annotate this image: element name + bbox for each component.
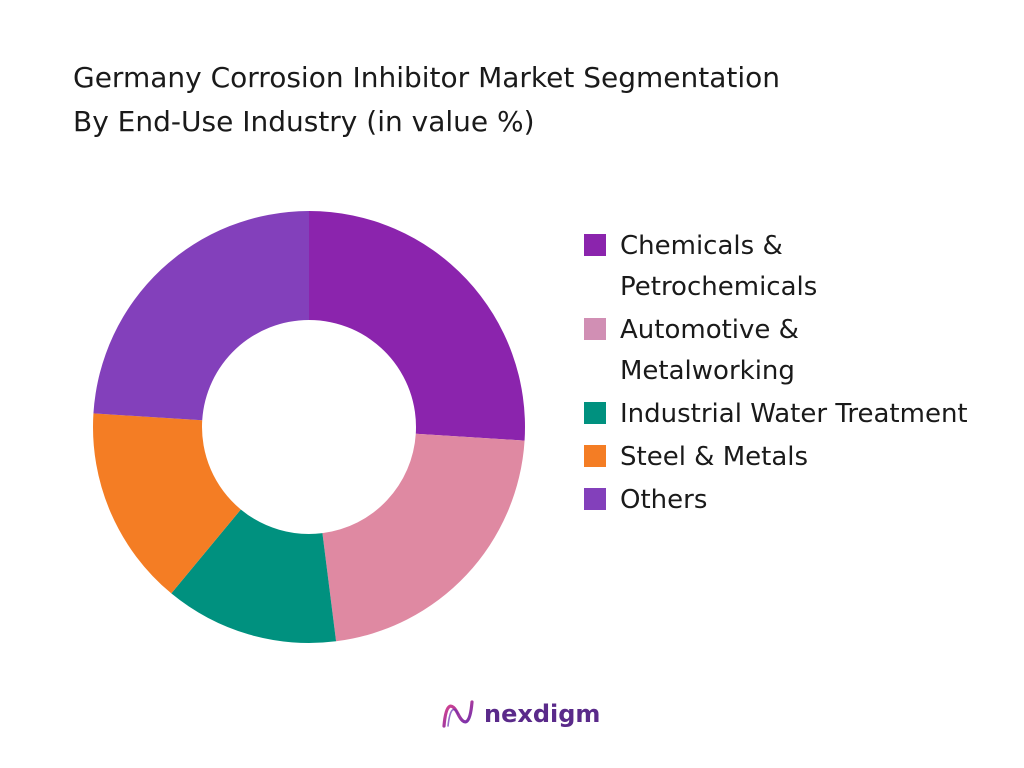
legend-item-chemicals: Chemicals & Petrochemicals	[584, 226, 1024, 308]
chart-title: Germany Corrosion Inhibitor Market Segme…	[73, 56, 933, 144]
legend-label-automotive: Automotive & Metalworking	[620, 315, 799, 386]
legend-item-others: Others	[584, 480, 1024, 521]
legend-label-water-treatment: Industrial Water Treatment	[620, 399, 968, 429]
nexdigm-logo-icon	[442, 700, 474, 728]
legend-item-automotive: Automotive & Metalworking	[584, 310, 1024, 392]
brand-name: nexdigm	[484, 700, 601, 728]
chart-title-line-1: Germany Corrosion Inhibitor Market Segme…	[73, 61, 781, 94]
legend-label-chemicals: Chemicals & Petrochemicals	[620, 231, 818, 302]
donut-slice-chemicals-petrochemicals	[309, 211, 525, 441]
legend-item-water-treatment: Industrial Water Treatment	[584, 394, 1024, 435]
legend-item-steel: Steel & Metals	[584, 437, 1024, 478]
donut-slice-automotive-metalworking	[322, 433, 525, 642]
legend-label-steel: Steel & Metals	[620, 442, 809, 472]
legend-swatch-others	[584, 488, 606, 510]
legend-swatch-automotive	[584, 318, 606, 340]
legend-swatch-water-treatment	[584, 402, 606, 424]
chart-title-line-2: By End-Use Industry (in value %)	[73, 105, 535, 138]
donut-slice-industrial-water-treatment	[171, 509, 337, 643]
brand-footer: nexdigm	[440, 696, 600, 732]
donut-slice-steel-metals	[93, 413, 241, 594]
legend-swatch-steel	[584, 445, 606, 467]
chart-legend: Chemicals & Petrochemicals Automotive & …	[584, 226, 1024, 523]
donut-slice-others	[93, 211, 309, 421]
legend-label-others: Others	[620, 485, 708, 515]
legend-swatch-chemicals	[584, 234, 606, 256]
